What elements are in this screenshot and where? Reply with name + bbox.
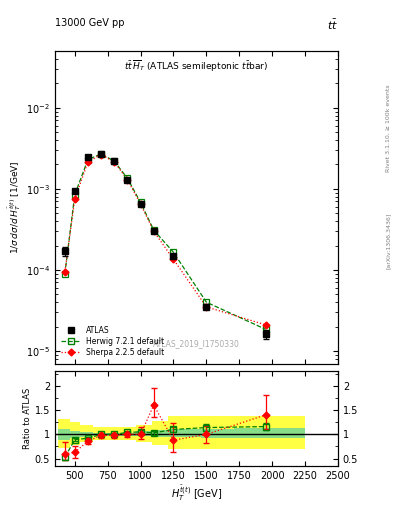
Bar (93, 427, 106, 440)
Bar (80, 432, 93, 437)
Text: [arXiv:1306.3436]: [arXiv:1306.3436] (386, 212, 391, 269)
Bar (58, 429, 70, 440)
Bar (80, 424, 93, 442)
Text: ATLAS_2019_I1750330: ATLAS_2019_I1750330 (153, 339, 240, 348)
X-axis label: $H_T^{\bar{t}(t)}$ [GeV]: $H_T^{\bar{t}(t)}$ [GeV] (171, 483, 222, 503)
Bar (122, 427, 136, 440)
Legend: ATLAS, Herwig 7.2.1 default, Sherpa 2.2.5 default: ATLAS, Herwig 7.2.1 default, Sherpa 2.2.… (59, 324, 167, 360)
Text: $t\bar{t}\,\overline{H}_T$ (ATLAS semileptonic $t\bar{t}$bar): $t\bar{t}\,\overline{H}_T$ (ATLAS semile… (124, 59, 269, 74)
Bar (58, 419, 70, 448)
Bar (234, 416, 305, 449)
Bar (122, 433, 136, 436)
Bar (93, 433, 106, 436)
Bar (106, 433, 122, 436)
Bar (136, 432, 152, 436)
Bar (169, 429, 201, 437)
Bar (136, 424, 152, 442)
Bar (152, 421, 169, 445)
Text: 13000 GeV pp: 13000 GeV pp (55, 18, 125, 28)
Text: Rivet 3.1.10, ≥ 100k events: Rivet 3.1.10, ≥ 100k events (386, 84, 391, 172)
Bar (201, 429, 234, 438)
Bar (169, 416, 201, 449)
Bar (152, 431, 169, 437)
Bar (106, 427, 122, 440)
Y-axis label: Ratio to ATLAS: Ratio to ATLAS (23, 388, 32, 449)
Bar (70, 422, 80, 445)
Text: $t\bar{t}$: $t\bar{t}$ (327, 18, 338, 32)
Bar (70, 431, 80, 438)
Y-axis label: $1/\sigma\,d\sigma/d\,H_T^{\bar{t}(t)}$ [1/GeV]: $1/\sigma\,d\sigma/d\,H_T^{\bar{t}(t)}$ … (6, 161, 23, 254)
Bar (201, 416, 234, 449)
Bar (234, 428, 305, 438)
